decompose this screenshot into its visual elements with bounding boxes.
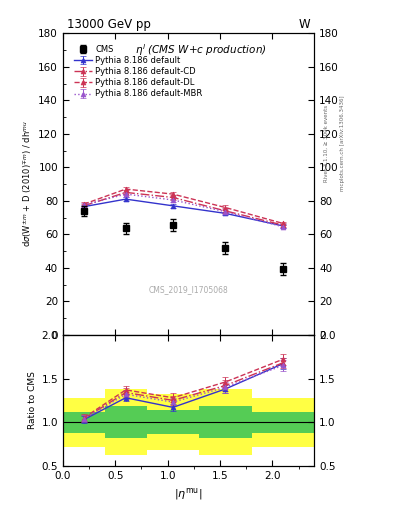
Text: Rivet 3.1.10, ≥ 300k events: Rivet 3.1.10, ≥ 300k events bbox=[324, 105, 329, 182]
X-axis label: $|\eta^{\mathrm{mu}}|$: $|\eta^{\mathrm{mu}}|$ bbox=[174, 486, 203, 502]
Text: CMS_2019_I1705068: CMS_2019_I1705068 bbox=[149, 285, 228, 294]
Text: mcplots.cern.ch [arXiv:1306.3436]: mcplots.cern.ch [arXiv:1306.3436] bbox=[340, 96, 345, 191]
Y-axis label: Ratio to CMS: Ratio to CMS bbox=[28, 371, 37, 429]
Text: W: W bbox=[299, 18, 310, 31]
Text: $\eta^l$ (CMS W+c production): $\eta^l$ (CMS W+c production) bbox=[135, 42, 267, 58]
Text: 13000 GeV pp: 13000 GeV pp bbox=[67, 18, 151, 31]
Y-axis label: d$\sigma$(W$^{\pm m}$ + D (2010)$^{\mp m}$) / dh$^{mu}$: d$\sigma$(W$^{\pm m}$ + D (2010)$^{\mp m… bbox=[21, 121, 34, 247]
Legend: CMS, Pythia 8.186 default, Pythia 8.186 default-CD, Pythia 8.186 default-DL, Pyt: CMS, Pythia 8.186 default, Pythia 8.186 … bbox=[72, 44, 204, 100]
